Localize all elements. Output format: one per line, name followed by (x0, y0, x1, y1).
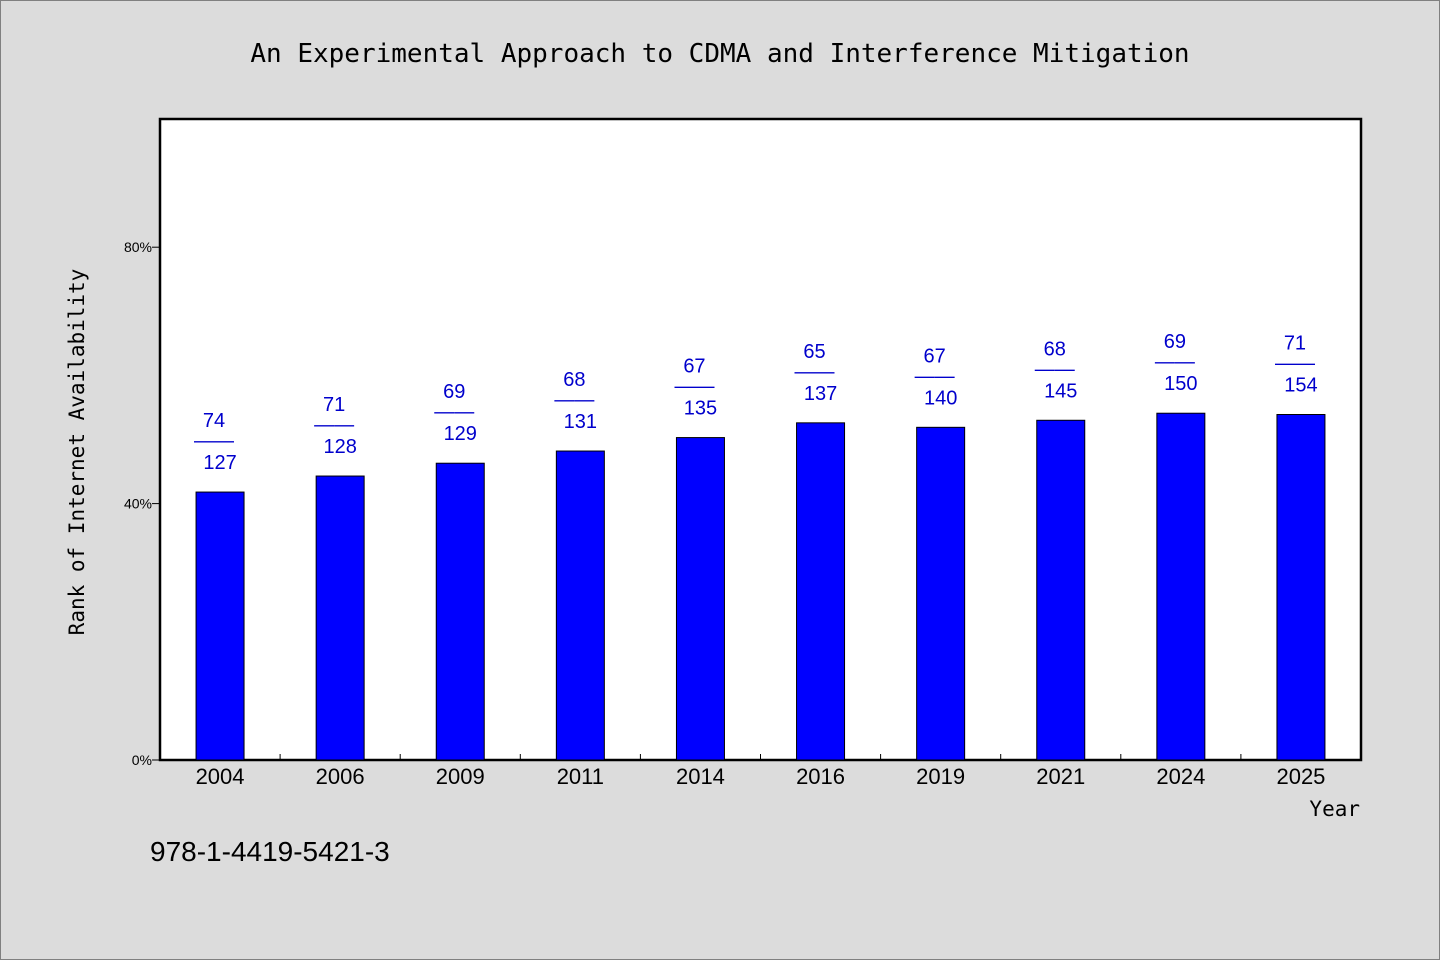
chart-title: An Experimental Approach to CDMA and Int… (250, 39, 1189, 69)
data-label-sep-2014: —— (674, 376, 714, 398)
data-label-bottom-2025: 154 (1284, 375, 1317, 397)
data-label-bottom-2024: 150 (1164, 373, 1197, 395)
y-axis: 0% 40% 80% (124, 239, 160, 768)
data-label-top-2004: 74 (203, 410, 225, 432)
data-label-top-2011: 68 (563, 369, 585, 391)
data-label-sep-2025: —— (1275, 353, 1315, 375)
data-label-top-2014: 67 (683, 356, 705, 378)
data-label-bottom-2014: 135 (684, 398, 717, 420)
bar-2006 (315, 475, 365, 761)
bars-group (195, 412, 1326, 761)
x-axis: 2004 2006 2009 2011 2014 2016 2019 2021 2024 2025 (196, 754, 1325, 789)
x-tick-label-2009: 2009 (436, 764, 485, 789)
bar-2011 (555, 450, 605, 761)
data-label-top-2009: 69 (443, 381, 465, 403)
x-tick-label-2014: 2014 (676, 764, 725, 789)
data-label-sep-2021: —— (1035, 358, 1075, 380)
x-tick-label-2019: 2019 (916, 764, 965, 789)
data-label-bottom-2021: 145 (1044, 380, 1077, 402)
data-label-top-2024: 69 (1164, 331, 1186, 353)
bar-2019 (916, 426, 966, 761)
data-label-top-2016: 65 (803, 341, 825, 363)
bar-2021 (1036, 419, 1086, 761)
bar-2009 (435, 462, 485, 761)
data-label-sep-2019: —— (915, 365, 955, 387)
x-axis-label: Year (1309, 797, 1360, 821)
bar-2004 (195, 491, 245, 761)
data-label-top-2006: 71 (323, 394, 345, 416)
data-label-sep-2006: —— (314, 414, 354, 436)
x-tick-label-2021: 2021 (1036, 764, 1085, 789)
isbn-footnote: 978-1-4419-5421-3 (150, 836, 390, 867)
bar-2016 (796, 422, 846, 761)
data-label-sep-2004: —— (194, 430, 234, 452)
x-tick-label-2025: 2025 (1276, 764, 1325, 789)
data-label-sep-2009: —— (434, 401, 474, 423)
data-label-sep-2011: —— (554, 389, 594, 411)
data-label-bottom-2019: 140 (924, 387, 957, 409)
bar-2024 (1156, 412, 1206, 761)
bar-2025 (1276, 414, 1326, 761)
x-tick-label-2024: 2024 (1156, 764, 1205, 789)
x-tick-label-2011: 2011 (557, 764, 604, 789)
y-tick-label-0: 0% (132, 752, 152, 768)
data-label-bottom-2006: 128 (323, 436, 356, 458)
data-label-top-2021: 68 (1044, 338, 1066, 360)
y-tick-label-2: 80% (124, 239, 152, 255)
data-label-bottom-2011: 131 (564, 411, 597, 433)
data-label-sep-2016: —— (795, 361, 835, 383)
y-axis-label: Rank of Internet Availability (65, 269, 89, 636)
y-tick-label-1: 40% (124, 496, 152, 512)
x-tick-label-2016: 2016 (796, 764, 845, 789)
x-tick-label-2004: 2004 (196, 764, 245, 789)
data-label-sep-2024: —— (1155, 351, 1195, 373)
bar-2014 (675, 437, 725, 761)
data-label-top-2019: 67 (924, 345, 946, 367)
data-labels-group: 74——12771——12869——12968——13167——13565——1… (194, 331, 1318, 474)
data-label-bottom-2004: 127 (203, 452, 236, 474)
data-label-bottom-2016: 137 (804, 383, 837, 405)
x-tick-label-2006: 2006 (316, 764, 365, 789)
data-label-top-2025: 71 (1284, 333, 1306, 355)
data-label-bottom-2009: 129 (444, 423, 477, 445)
